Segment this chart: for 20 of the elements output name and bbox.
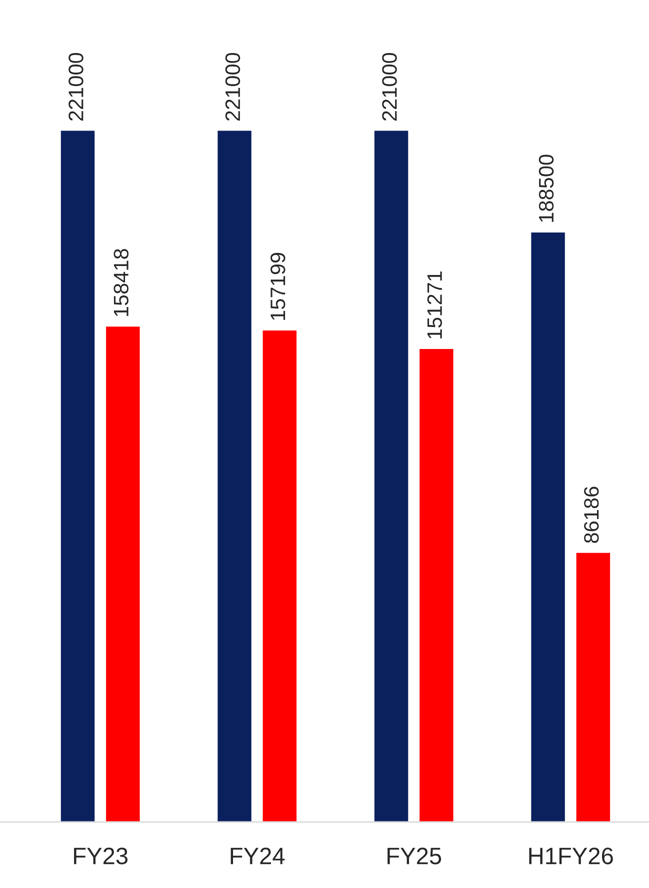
x-tick-label: H1FY26	[529, 848, 613, 864]
data-label: 221000	[225, 52, 240, 121]
bar	[574, 551, 612, 822]
bar	[60, 129, 96, 822]
data-label: 86186	[584, 486, 599, 543]
x-tick-label: FY25	[388, 848, 442, 864]
x-tick-label: FY23	[74, 848, 128, 864]
data-label: 151271	[427, 272, 442, 338]
data-label: 188500	[538, 154, 554, 222]
data-label: 158418	[114, 249, 128, 316]
bar	[373, 129, 410, 822]
data-label: 221000	[382, 52, 397, 121]
bar	[216, 129, 253, 822]
bar	[104, 325, 142, 822]
data-label: 157199	[270, 252, 286, 320]
bar	[261, 329, 298, 822]
x-tick-label: FY24	[230, 848, 285, 864]
data-label: 221000	[68, 52, 84, 121]
bar	[530, 231, 566, 822]
bar	[418, 348, 455, 822]
